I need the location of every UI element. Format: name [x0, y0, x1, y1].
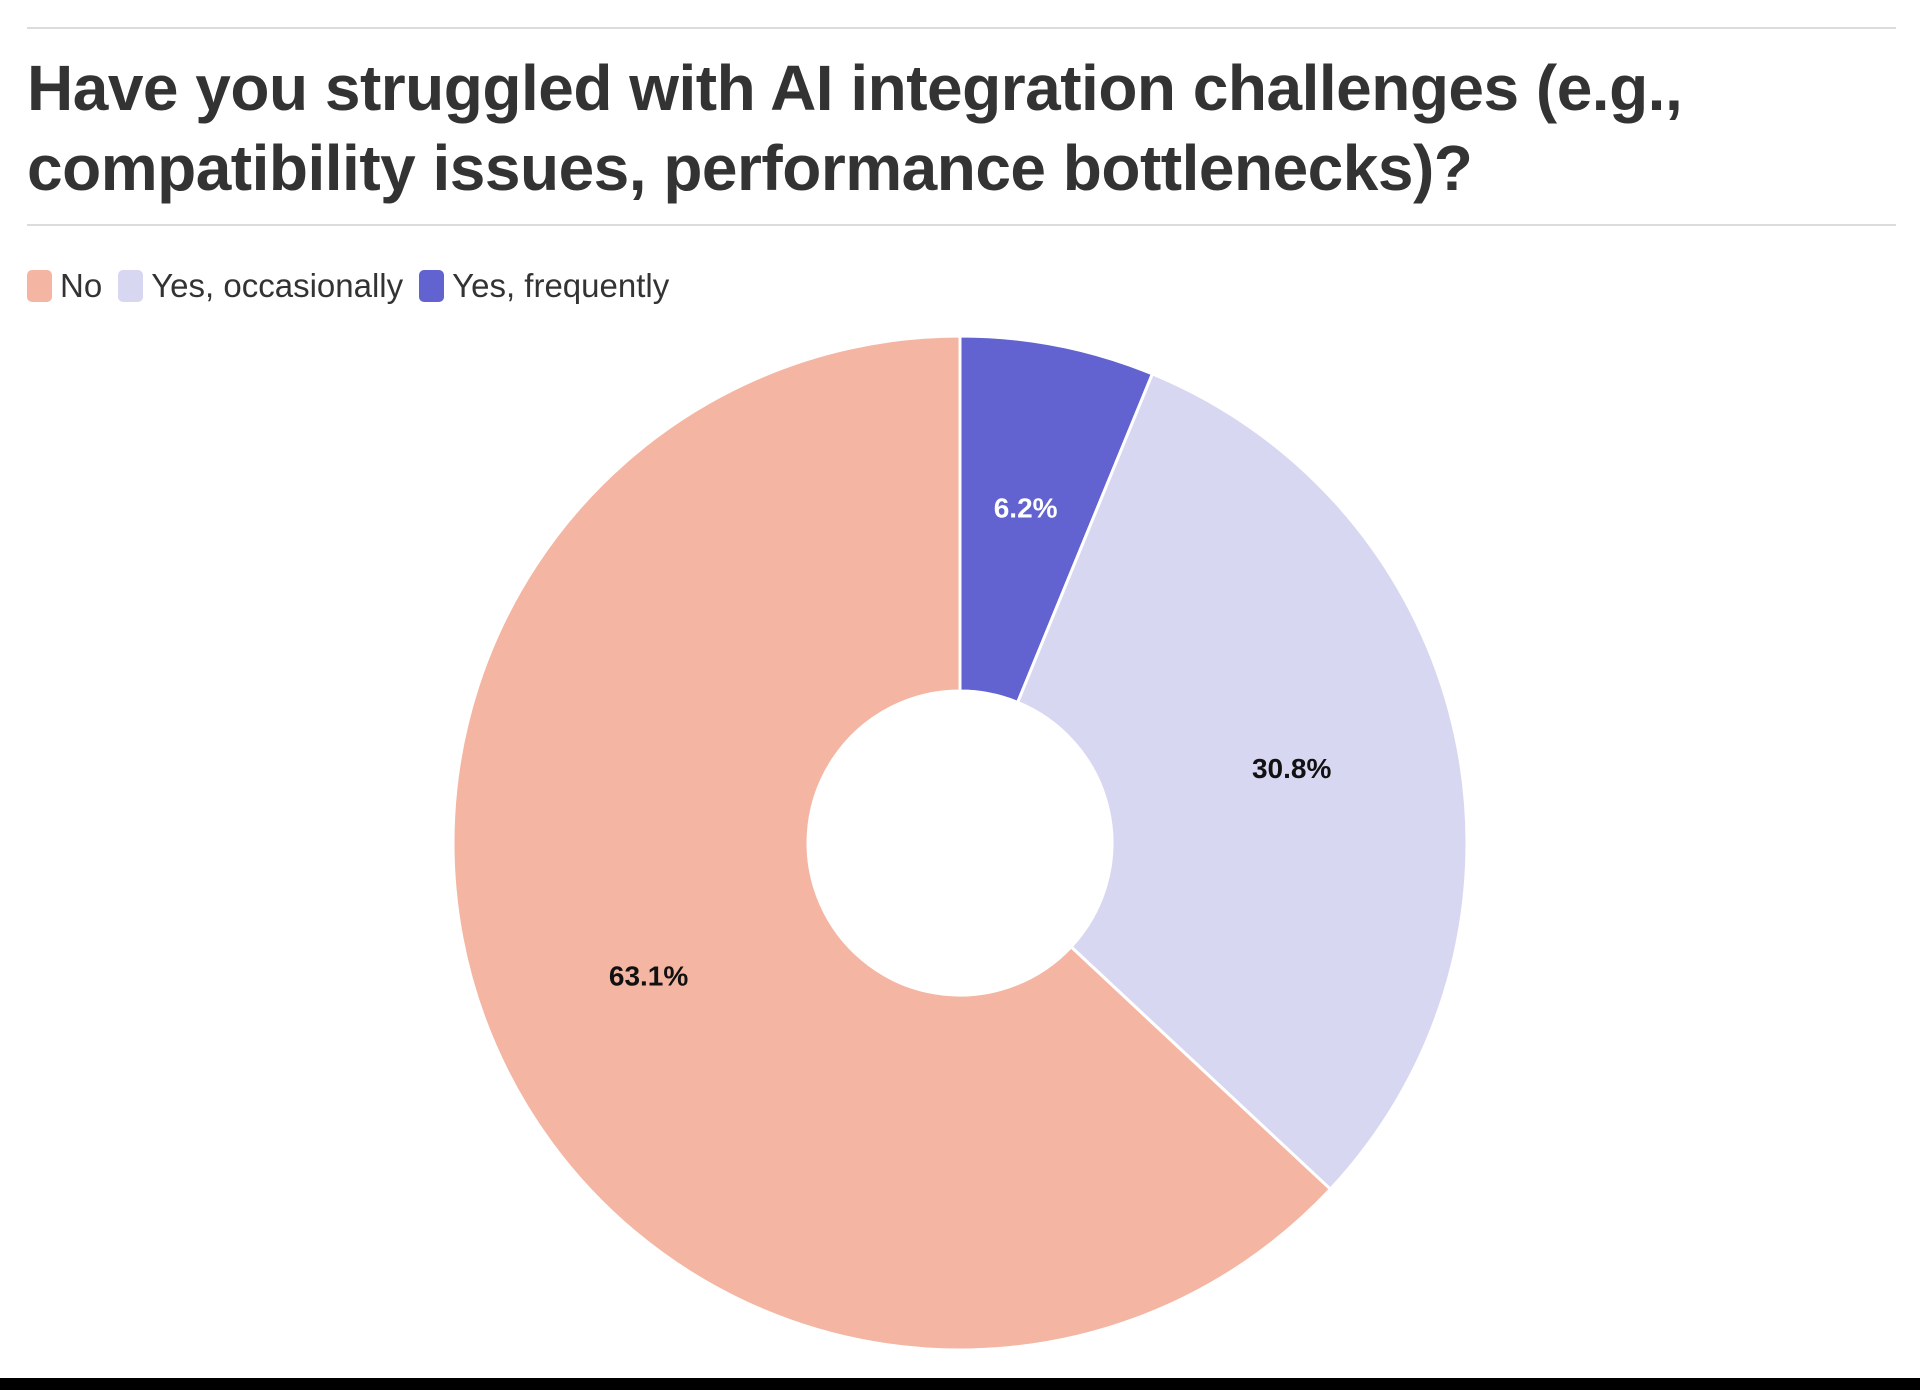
legend-swatch-no — [27, 270, 52, 302]
legend-label-no: No — [60, 267, 103, 304]
legend-item-no: No — [27, 267, 102, 305]
slice-no — [451, 334, 1333, 1352]
legend-label-yes-occasionally: Yes, occasionally — [151, 267, 404, 304]
legend-swatch-yes-frequently — [419, 270, 445, 302]
legend-swatch-yes-occasionally — [118, 270, 144, 302]
top-divider — [27, 27, 1896, 29]
legend-item-yes-occasionally: Yes, occasionally — [118, 267, 403, 305]
slice-yes-frequently — [958, 334, 1155, 705]
bottom-border — [0, 1378, 1920, 1390]
data-label-yes-frequently: 6.2% — [994, 492, 1058, 523]
chart-title: Have you struggled with AI integration c… — [27, 52, 1683, 204]
chart-legend: No Yes, occasionally Yes, frequently — [27, 262, 685, 310]
slice-yes-occasionally — [1015, 371, 1469, 1192]
legend-item-yes-frequently: Yes, frequently — [419, 267, 669, 305]
title-divider — [27, 224, 1896, 226]
legend-label-yes-frequently: Yes, frequently — [452, 267, 670, 304]
data-label-no: 63.1% — [609, 961, 688, 992]
data-label-yes-occasionally: 30.8% — [1252, 753, 1331, 784]
